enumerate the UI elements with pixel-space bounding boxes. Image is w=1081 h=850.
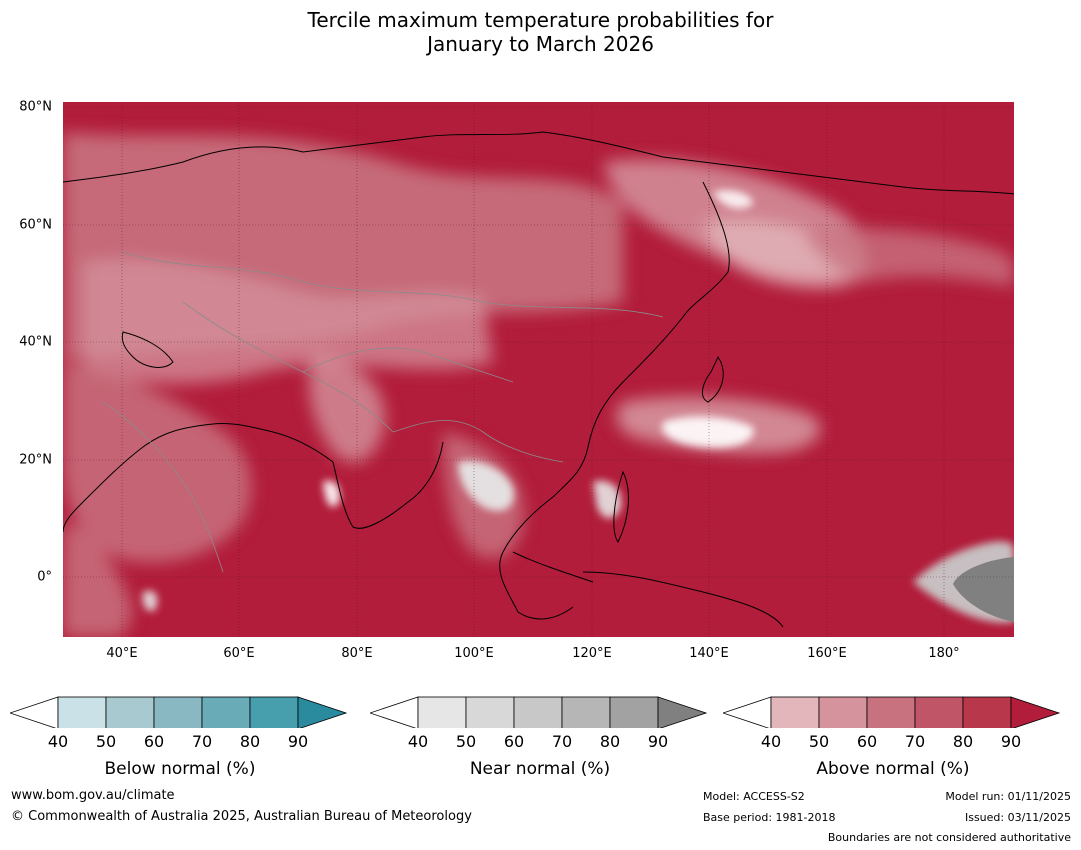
colorbar-above-normal-title: Above normal (%) xyxy=(816,759,970,779)
colorbar-tick-label: 40 xyxy=(407,732,429,751)
lat-label-equator: 0° xyxy=(37,569,52,585)
colorbar-swatch xyxy=(201,696,251,728)
colorbar-tick-label: 60 xyxy=(143,732,165,751)
copyright-text: © Commonwealth of Australia 2025, Austra… xyxy=(11,809,472,824)
lon-label-80e: 80°E xyxy=(341,646,373,661)
colorbar-tick-label: 60 xyxy=(856,732,878,751)
colorbar-extend-high xyxy=(297,696,348,728)
colorbar-extend-low xyxy=(723,696,772,728)
colorbar-swatch xyxy=(962,696,1012,728)
lon-label-60e: 60°E xyxy=(223,646,255,661)
colorbar-tick-label: 80 xyxy=(952,732,974,751)
colorbar-swatch xyxy=(57,696,107,728)
colorbar-near-normal: Near normal (%) 40 50 60 70 80 90 xyxy=(370,692,710,782)
lon-label-120e: 120°E xyxy=(572,646,612,661)
lon-label-40e: 40°E xyxy=(106,646,138,661)
colorbar-tick-label: 70 xyxy=(551,732,573,751)
chart-title: Tercile maximum temperature probabilitie… xyxy=(0,8,1081,56)
probability-map xyxy=(63,102,1014,637)
colorbar-swatch xyxy=(818,696,868,728)
model-run-date: Model run: 01/11/2025 xyxy=(945,790,1071,803)
colorbar-tick-label: 70 xyxy=(191,732,213,751)
colorbar-tick-label: 50 xyxy=(808,732,830,751)
colorbar-tick-label: 40 xyxy=(47,732,69,751)
lon-label-140e: 140°E xyxy=(689,646,729,661)
website-link[interactable]: www.bom.gov.au/climate xyxy=(11,788,175,803)
colorbar-extend-high xyxy=(1010,696,1061,728)
colorbar-below-normal-swatches xyxy=(10,696,348,728)
colorbar-swatch xyxy=(609,696,659,728)
colorbar-tick-label: 60 xyxy=(503,732,525,751)
colorbar-tick-label: 50 xyxy=(455,732,477,751)
colorbar-tick-label: 90 xyxy=(287,732,309,751)
map-canvas xyxy=(63,102,1014,637)
colorbar-swatch xyxy=(465,696,515,728)
boundaries-disclaimer: Boundaries are not considered authoritat… xyxy=(827,831,1071,844)
lon-label-160e: 160°E xyxy=(807,646,847,661)
colorbar-swatch xyxy=(417,696,467,728)
colorbar-tick-label: 80 xyxy=(599,732,621,751)
colorbar-tick-label: 90 xyxy=(1000,732,1022,751)
colorbar-tick-label: 70 xyxy=(904,732,926,751)
colorbar-swatch xyxy=(561,696,611,728)
lat-label-60n: 60°N xyxy=(19,217,52,233)
base-period: Base period: 1981-2018 xyxy=(703,811,836,824)
colorbar-above-normal: Above normal (%) 40 50 60 70 80 90 xyxy=(723,692,1063,782)
colorbar-swatch xyxy=(914,696,964,728)
title-line-1: Tercile maximum temperature probabilitie… xyxy=(307,8,774,32)
colorbar-swatch xyxy=(105,696,155,728)
lon-label-180: 180° xyxy=(928,646,960,661)
near-normal-high-patch xyxy=(953,557,1014,622)
lat-label-40n: 40°N xyxy=(19,334,52,350)
colorbar-near-normal-swatches xyxy=(370,696,708,728)
graticule xyxy=(63,102,1014,637)
boundaries xyxy=(102,251,664,573)
probability-field xyxy=(63,132,1014,637)
colorbar-near-normal-title: Near normal (%) xyxy=(469,759,611,779)
colorbar-below-normal-title: Below normal (%) xyxy=(104,759,256,779)
colorbar-tick-label: 40 xyxy=(760,732,782,751)
colorbar-swatch xyxy=(513,696,563,728)
lat-label-80n: 80°N xyxy=(19,99,52,115)
colorbar-swatch xyxy=(249,696,299,728)
lat-label-20n: 20°N xyxy=(19,452,52,468)
colorbar-extend-high xyxy=(657,696,708,728)
colorbar-swatch xyxy=(153,696,203,728)
lon-label-100e: 100°E xyxy=(454,646,494,661)
colorbar-swatch xyxy=(866,696,916,728)
colorbar-swatch xyxy=(770,696,820,728)
colorbar-above-normal-swatches xyxy=(723,696,1061,728)
title-line-2: January to March 2026 xyxy=(427,32,654,56)
colorbar-extend-low xyxy=(370,696,419,728)
colorbar-tick-label: 90 xyxy=(647,732,669,751)
colorbar-tick-label: 80 xyxy=(239,732,261,751)
colorbar-tick-label: 50 xyxy=(95,732,117,751)
colorbar-below-normal: Below normal (%) 40 50 60 70 80 90 xyxy=(10,692,350,782)
model-name: Model: ACCESS-S2 xyxy=(703,790,805,803)
issued-date: Issued: 03/11/2025 xyxy=(964,811,1071,824)
coastlines xyxy=(63,131,1014,628)
colorbar-extend-low xyxy=(10,696,59,728)
